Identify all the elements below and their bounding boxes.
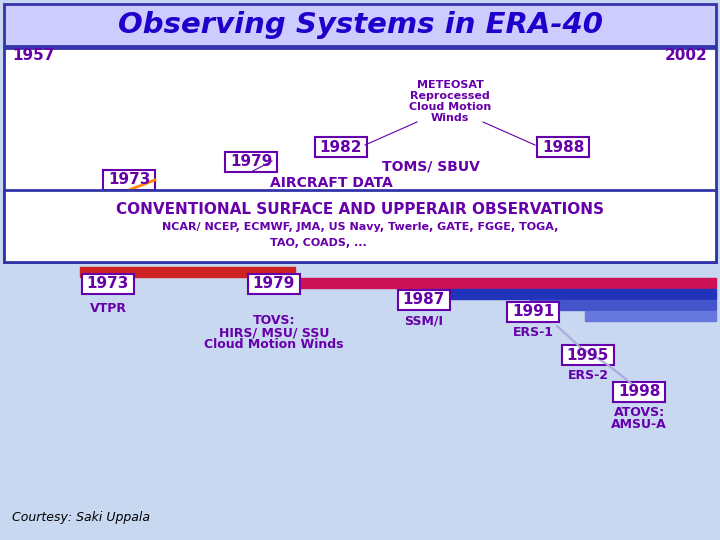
Text: NCAR/ NCEP, ECMWF, JMA, US Navy, Twerle, GATE, FGGE, TOGA,: NCAR/ NCEP, ECMWF, JMA, US Navy, Twerle,… bbox=[162, 222, 558, 232]
Bar bbox=[315, 137, 367, 157]
Bar bbox=[355, 145, 545, 154]
Bar bbox=[507, 302, 559, 322]
Text: VTPR: VTPR bbox=[89, 302, 127, 315]
Text: CONVENTIONAL SURFACE AND UPPERAIR OBSERVATIONS: CONVENTIONAL SURFACE AND UPPERAIR OBSERV… bbox=[116, 202, 604, 218]
Text: HIRS/ MSU/ SSU: HIRS/ MSU/ SSU bbox=[219, 326, 329, 339]
Bar bbox=[4, 48, 716, 262]
Bar bbox=[530, 300, 716, 310]
Bar bbox=[4, 4, 716, 46]
Bar bbox=[267, 161, 706, 170]
Bar bbox=[248, 274, 300, 294]
Text: 1973: 1973 bbox=[108, 172, 150, 187]
Text: TOMS/ SBUV: TOMS/ SBUV bbox=[382, 159, 480, 173]
Text: AMSU-A: AMSU-A bbox=[611, 418, 667, 431]
Text: ATOVS:: ATOVS: bbox=[613, 406, 665, 419]
Text: 1973: 1973 bbox=[87, 276, 129, 292]
Text: Cloud Motion: Cloud Motion bbox=[409, 102, 491, 112]
Text: 1957: 1957 bbox=[12, 48, 55, 63]
Bar bbox=[537, 137, 589, 157]
Text: 1987: 1987 bbox=[402, 293, 445, 307]
Text: Courtesy: Saki Uppala: Courtesy: Saki Uppala bbox=[12, 511, 150, 524]
Text: SSM/I: SSM/I bbox=[405, 314, 444, 327]
Text: ERS-1: ERS-1 bbox=[513, 326, 554, 339]
Text: Observing Systems in ERA-40: Observing Systems in ERA-40 bbox=[117, 11, 603, 39]
Text: 1988: 1988 bbox=[542, 139, 584, 154]
Text: 1979: 1979 bbox=[230, 154, 272, 170]
Bar bbox=[613, 382, 665, 402]
Bar bbox=[4, 190, 716, 262]
Bar bbox=[82, 274, 134, 294]
Text: Cloud Motion Winds: Cloud Motion Winds bbox=[204, 338, 343, 351]
Text: TAO, COADS, ...: TAO, COADS, ... bbox=[270, 238, 366, 248]
Text: TOVS:: TOVS: bbox=[253, 314, 295, 327]
Text: Reprocessed: Reprocessed bbox=[410, 91, 490, 101]
Text: 1979: 1979 bbox=[253, 276, 295, 292]
Bar bbox=[398, 290, 450, 310]
Bar bbox=[103, 170, 155, 190]
Text: ERS-2: ERS-2 bbox=[567, 369, 608, 382]
Bar bbox=[562, 345, 614, 365]
Text: 2002: 2002 bbox=[665, 48, 708, 63]
Text: AIRCRAFT DATA: AIRCRAFT DATA bbox=[270, 176, 392, 190]
Text: 1991: 1991 bbox=[512, 305, 554, 320]
Bar bbox=[80, 267, 295, 277]
Text: 1998: 1998 bbox=[618, 384, 660, 400]
Text: 1982: 1982 bbox=[320, 139, 362, 154]
Text: METEOSAT: METEOSAT bbox=[417, 80, 483, 90]
Text: 1995: 1995 bbox=[567, 348, 609, 362]
Bar bbox=[270, 278, 716, 288]
Text: Winds: Winds bbox=[431, 113, 469, 123]
Bar bbox=[225, 152, 277, 172]
Bar bbox=[155, 177, 706, 188]
Bar bbox=[420, 289, 716, 299]
Bar bbox=[585, 311, 716, 321]
